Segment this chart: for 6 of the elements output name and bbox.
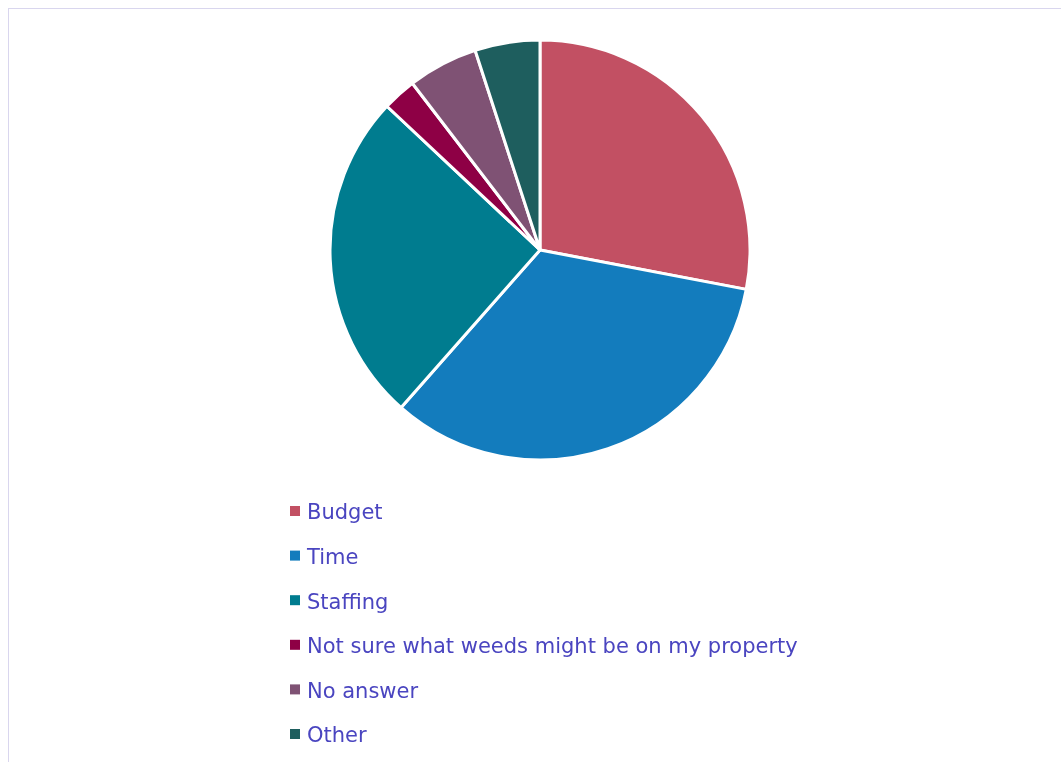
legend-label: Staffing bbox=[307, 589, 389, 614]
legend-label: No answer bbox=[307, 678, 419, 703]
legend-label: Other bbox=[307, 723, 367, 748]
legend-label: Time bbox=[306, 544, 359, 569]
legend-label: Not sure what weeds might be on my property bbox=[307, 634, 798, 659]
legend-label: Budget bbox=[307, 500, 383, 525]
